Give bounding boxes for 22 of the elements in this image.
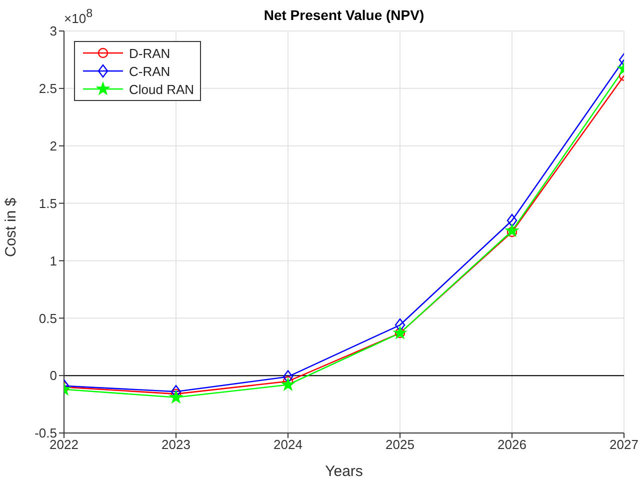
y-tick-label: 1.5 <box>38 196 57 211</box>
legend-label: C-RAN <box>129 64 170 78</box>
x-tick-label: 2025 <box>386 437 414 452</box>
y-tick-label: 2.5 <box>38 81 57 96</box>
point <box>282 370 294 384</box>
point <box>281 378 295 390</box>
y-tick-label: 0 <box>50 368 57 384</box>
y-tick-label: 0.5 <box>38 310 57 326</box>
y-tick-label: 1 <box>50 253 57 268</box>
x-tick-label: 2027 <box>610 437 638 452</box>
legend-label: D-RAN <box>129 46 170 60</box>
x-tick-label: 2026 <box>498 437 526 452</box>
text: ×10$^{8}$ <box>64 6 93 26</box>
y-tick-label: 3 <box>50 24 57 39</box>
y-axis-title: Cost in $ <box>2 197 20 257</box>
x-tick-label: 2024 <box>274 437 302 452</box>
y-tick-label: 2 <box>50 138 57 154</box>
x-tick-label: 2023 <box>162 437 190 452</box>
x-axis-title: Years <box>325 463 363 480</box>
chart-title: Net Present Value (NPV) <box>264 7 424 23</box>
point <box>394 318 406 332</box>
legend-label: Cloud RAN <box>129 82 194 96</box>
